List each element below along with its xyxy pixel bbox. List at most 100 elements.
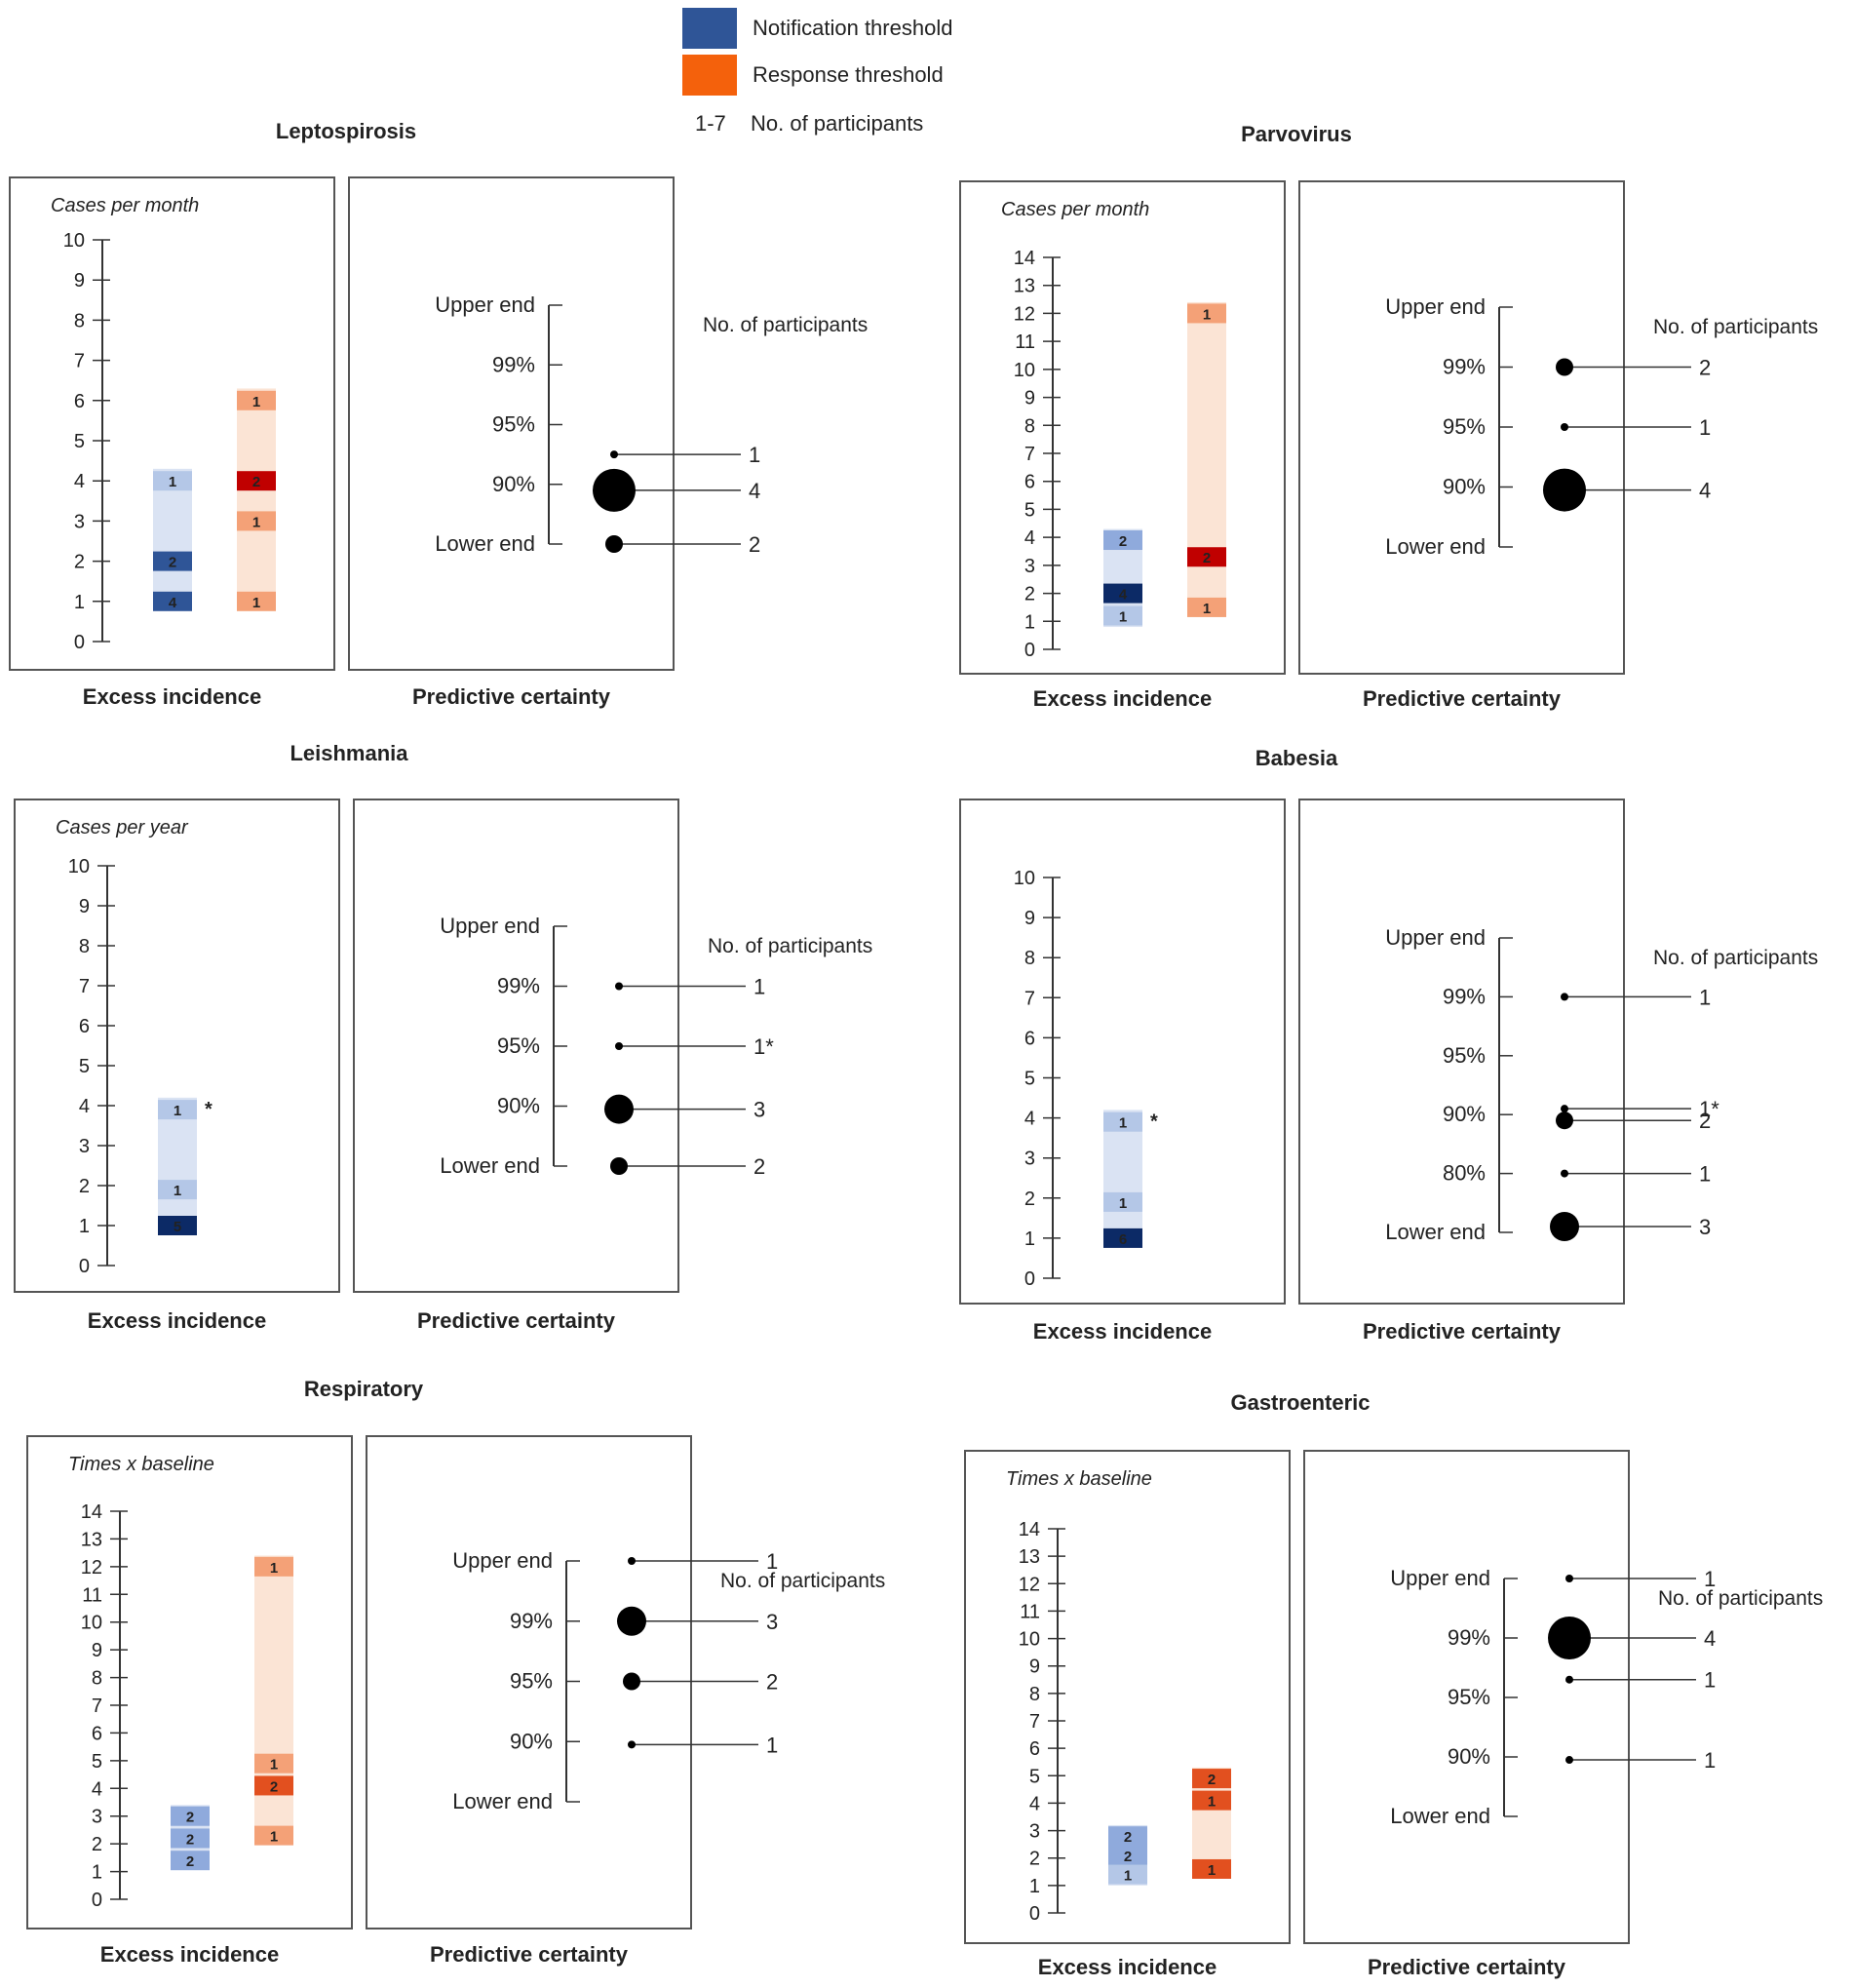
- certainty-box: [1303, 1450, 1630, 1944]
- incidence-box: [14, 799, 340, 1293]
- response-count-label: 2: [1203, 550, 1211, 566]
- participant-dot: [623, 1672, 640, 1691]
- certainty-level-label: 99%: [1443, 984, 1486, 1008]
- notification-count-mark: [158, 1180, 197, 1200]
- certainty-level-label: Lower end: [435, 531, 535, 556]
- y-tick-label: 10: [81, 1613, 102, 1634]
- participant-count-label: 1: [766, 1733, 778, 1757]
- y-tick-label: 11: [82, 1584, 102, 1606]
- response-count-mark: [1192, 1790, 1231, 1811]
- y-tick-label: 5: [74, 431, 85, 452]
- participant-count-label: 3: [1699, 1215, 1711, 1239]
- incidence-box: [9, 176, 335, 671]
- response-count-mark: [1187, 597, 1226, 617]
- participant-count-label: 1: [766, 1549, 778, 1574]
- y-tick-label: 0: [1029, 1903, 1040, 1925]
- participant-dot: [1543, 468, 1586, 512]
- participant-count-label: 3: [753, 1098, 765, 1122]
- y-tick-label: 3: [92, 1807, 102, 1828]
- panel-title: Gastroenteric: [1230, 1390, 1370, 1415]
- y-tick-label: 13: [1019, 1546, 1040, 1568]
- response-count-mark: [1192, 1769, 1231, 1789]
- y-tick-label: 9: [74, 270, 85, 292]
- legend-response-swatch: [682, 55, 737, 96]
- y-tick-label: 6: [1024, 472, 1035, 493]
- y-tick-label: 0: [1024, 1268, 1035, 1290]
- y-tick-label: 14: [1014, 248, 1035, 269]
- y-tick-label: 12: [1014, 303, 1035, 325]
- notification-count-label: 2: [186, 1853, 194, 1870]
- y-tick-label: 3: [1024, 1149, 1035, 1170]
- response-count-label: 1: [252, 514, 260, 530]
- certainty-level-label: 90%: [1443, 1102, 1486, 1126]
- certainty-level-label: 95%: [1443, 1043, 1486, 1068]
- notification-count-mark: [1103, 1191, 1142, 1212]
- y-tick-label: 6: [1024, 1028, 1035, 1049]
- y-axis-label: Cases per year: [56, 817, 189, 838]
- y-tick-label: 2: [1024, 584, 1035, 605]
- incidence-box: [959, 180, 1286, 675]
- response-count-label: 1: [1208, 1862, 1216, 1879]
- response-count-mark: [237, 471, 276, 491]
- y-tick-label: 2: [74, 552, 85, 573]
- panel-leptospirosis: Leptospirosis Cases per month 0 1 2 3 4 5 6 7 8 9 10…: [9, 119, 868, 709]
- notification-count-label: 1: [1119, 1195, 1127, 1212]
- notification-count-label: 4: [1119, 587, 1128, 604]
- participant-count-label: 4: [749, 479, 760, 503]
- participant-dot: [617, 1606, 646, 1636]
- y-tick-label: 14: [81, 1501, 102, 1523]
- certainty-level-label: Lower end: [452, 1789, 553, 1813]
- participants-heading: No. of participants: [708, 935, 872, 957]
- y-tick-label: 8: [1029, 1684, 1040, 1705]
- notification-count-label: 2: [186, 1831, 194, 1848]
- participant-dot: [615, 982, 623, 991]
- response-count-label: 2: [1208, 1772, 1216, 1788]
- y-tick-label: 8: [1024, 415, 1035, 437]
- participant-dot: [615, 1042, 623, 1050]
- notification-count-label: 1: [174, 1183, 181, 1199]
- y-tick-label: 9: [92, 1640, 102, 1661]
- y-tick-label: 3: [1024, 556, 1035, 577]
- notification-count-label: 2: [1124, 1829, 1132, 1846]
- participant-dot: [628, 1740, 636, 1749]
- y-axis-label: Cases per month: [1001, 199, 1149, 220]
- certainty-level-label: 90%: [1448, 1744, 1490, 1769]
- notification-count-label: 4: [169, 595, 177, 611]
- y-tick-label: 4: [1024, 1109, 1035, 1130]
- response-count-mark: [1192, 1858, 1231, 1879]
- incidence-caption: Excess incidence: [1033, 686, 1212, 711]
- certainty-level-label: 95%: [492, 412, 535, 437]
- incidence-caption: Excess incidence: [88, 1308, 266, 1333]
- certainty-box: [348, 176, 675, 671]
- certainty-level-label: Upper end: [440, 914, 540, 938]
- certainty-level-label: 90%: [492, 472, 535, 496]
- notification-count-mark: [153, 591, 192, 611]
- participant-dot: [1548, 1617, 1591, 1659]
- response-count-mark: [237, 591, 276, 611]
- footnote-marker: *: [205, 1099, 212, 1120]
- y-tick-label: 9: [79, 896, 90, 917]
- y-tick-label: 7: [1024, 444, 1035, 465]
- participant-dot: [1565, 1756, 1573, 1765]
- y-tick-label: 10: [63, 230, 85, 252]
- y-tick-label: 6: [1029, 1738, 1040, 1760]
- notification-count-mark: [1103, 530, 1142, 551]
- y-tick-label: 7: [92, 1696, 102, 1717]
- y-tick-label: 0: [74, 632, 85, 653]
- participant-count-label: 1*: [1699, 1097, 1719, 1121]
- response-count-mark: [1187, 303, 1226, 324]
- participant-dot: [605, 535, 623, 553]
- panel-title: Babesia: [1255, 746, 1338, 770]
- certainty-level-label: 95%: [510, 1669, 553, 1694]
- y-tick-label: 8: [1024, 948, 1035, 969]
- participant-dot: [1561, 1105, 1568, 1113]
- participants-heading: No. of participants: [1658, 1587, 1823, 1610]
- y-tick-label: 10: [1014, 868, 1035, 889]
- notification-count-label: 6: [1119, 1231, 1127, 1248]
- y-tick-label: 0: [92, 1890, 102, 1911]
- y-tick-label: 7: [74, 351, 85, 372]
- legend: Notification threshold Response threshol…: [682, 8, 952, 136]
- participant-dot: [1561, 1169, 1568, 1178]
